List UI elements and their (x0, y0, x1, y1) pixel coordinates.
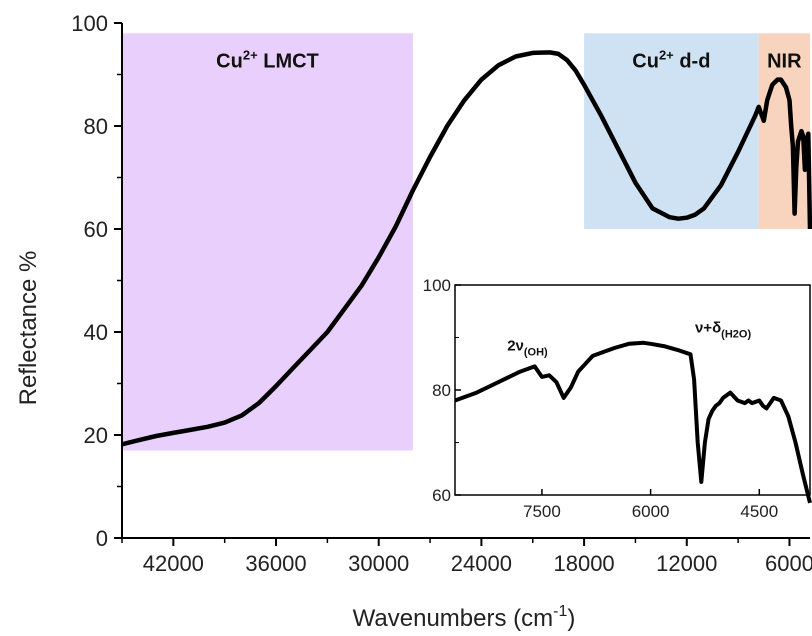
inset-x-tick-label-2: 4500 (740, 502, 778, 521)
y-tick-label-5: 100 (71, 11, 108, 36)
region-0-box (122, 33, 413, 451)
region-2-label: NIR (767, 50, 802, 72)
main-series-group (121, 50, 812, 447)
x-axis-title: Wavenumbers (cm-1) (353, 603, 576, 632)
inset-y-tick-label-2: 100 (423, 276, 451, 295)
inset-frame (454, 284, 811, 496)
region-1-label: Cu2+ d-d (632, 47, 710, 72)
y-tick-label-3: 60 (84, 217, 108, 242)
inset-annotation-1: ν+δ(H2O) (695, 319, 751, 340)
inset-x-tick-label-0: 7500 (523, 502, 561, 521)
x-tick-label-1: 36000 (245, 551, 306, 576)
y-tick-label-1: 20 (84, 423, 108, 448)
inset-annotation-0: 2ν(OH) (507, 338, 548, 359)
inset-chart: 60 80 100 7500 6000 4500 2ν(OH) ν+δ(H2O) (423, 276, 812, 521)
y-tick-label-0: 0 (96, 526, 108, 551)
x-tick-label-3: 24000 (451, 551, 512, 576)
x-tick-label-6: 6000 (765, 551, 812, 576)
main-series-line-0 (121, 50, 812, 447)
region-1-box (584, 33, 759, 229)
x-tick-label-2: 30000 (348, 551, 409, 576)
x-tick-label-4: 18000 (553, 551, 614, 576)
y-tick-label-4: 80 (84, 114, 108, 139)
region-0-label: Cu2+ LMCT (216, 47, 319, 72)
inset-series-line-0 (454, 340, 812, 504)
shaded-regions: Cu2+ LMCT Cu2+ d-d NIR (122, 33, 810, 451)
y-axis-title: Reflectance % (15, 251, 42, 406)
x-tick-label-0: 42000 (143, 551, 204, 576)
y-tick-label-2: 40 (84, 320, 108, 345)
inset-y-tick-label-1: 80 (432, 381, 451, 400)
x-tick-label-5: 12000 (656, 551, 717, 576)
main-axes: 0 20 40 60 80 100 42000 36000 30000 24000 18000 120… (71, 11, 812, 576)
inset-y-tick-label-0: 60 (432, 486, 451, 505)
inset-x-tick-label-1: 6000 (632, 502, 670, 521)
